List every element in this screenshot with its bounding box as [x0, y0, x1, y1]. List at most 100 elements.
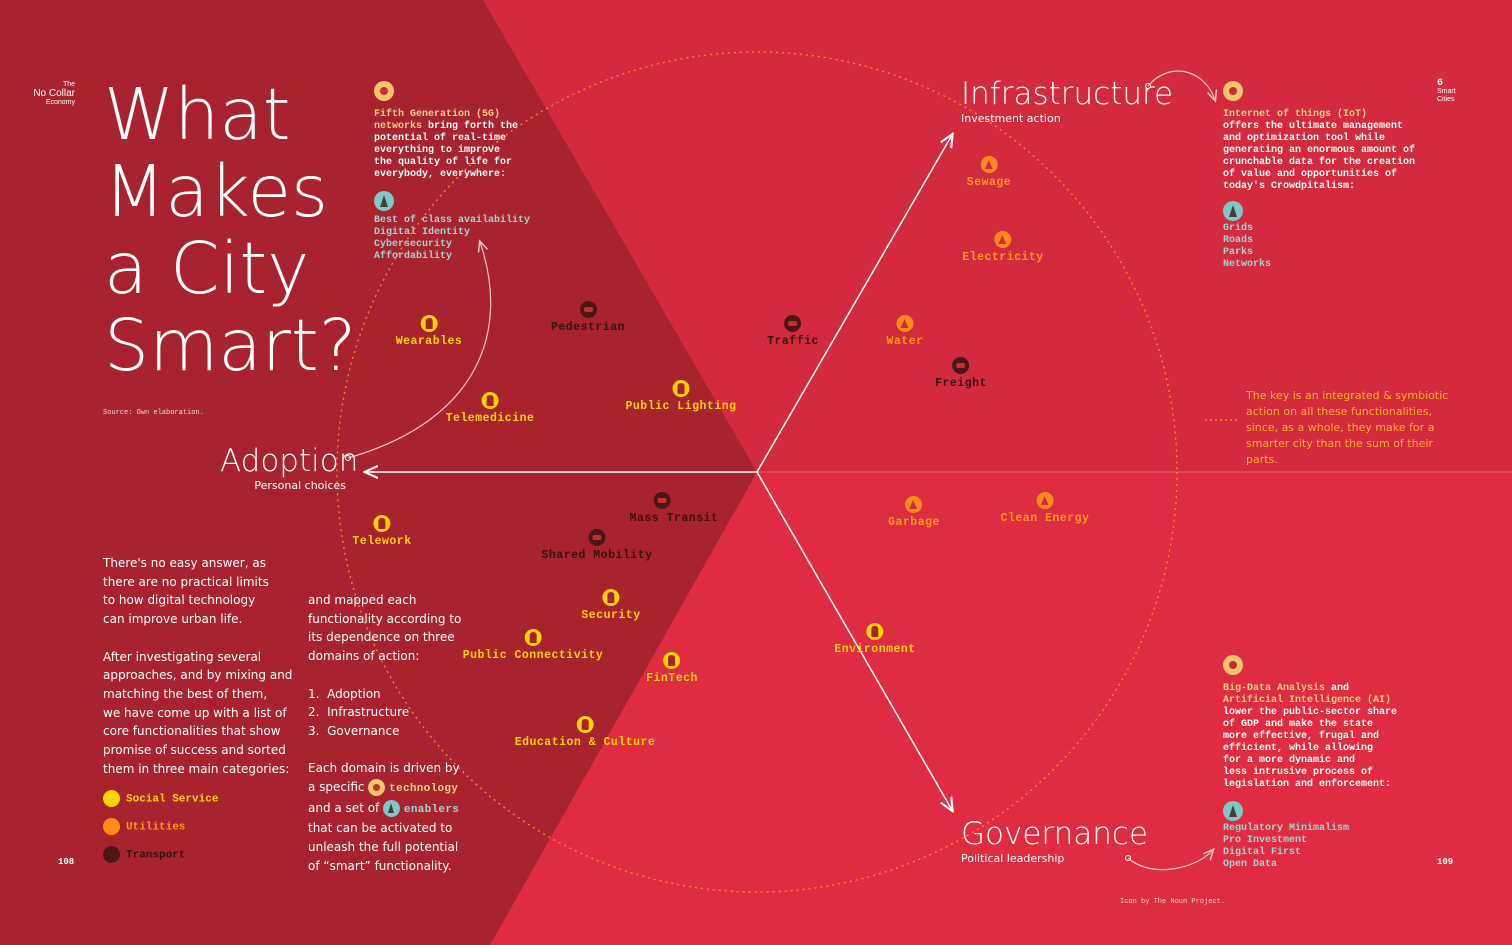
arrow-infrastructure: [756, 135, 952, 473]
panel-ai-enabler2: Digital First: [1223, 847, 1302, 858]
col2-p2-rest1: unleash the full potential: [308, 840, 459, 855]
node-environment: Environment: [834, 623, 915, 656]
person-icon: [373, 515, 391, 532]
intro-p1-2: to how digital technology: [103, 593, 256, 608]
panel-5g-enabler1: Digital Identity: [374, 227, 471, 238]
col2-p2-pre-en: and a set of: [308, 800, 384, 815]
col2-p1-1: functionality according to: [308, 611, 462, 626]
panel-5g-text0: bring forth the: [422, 121, 519, 132]
panel-5g-text1: potential of real-time: [374, 133, 507, 144]
column2-text: and mapped each functionality according …: [308, 591, 488, 876]
person-icon: [602, 589, 620, 606]
legend-social-label: Social Service: [126, 793, 219, 806]
intro-p2-2: matching the best of them,: [103, 686, 268, 701]
node-label: Freight: [935, 377, 987, 390]
panel-ai-enabler1: Pro Investment: [1223, 835, 1308, 846]
person-icon: [576, 716, 594, 733]
col2-p1-0: and mapped each: [308, 593, 417, 607]
node-label: Electricity: [962, 251, 1044, 264]
col2-list-2: 3. Governance: [308, 723, 400, 738]
col2-p2-pre-tech: a specific: [308, 780, 369, 794]
title-line3: a City: [104, 227, 310, 310]
brand-line3: Economy: [45, 99, 75, 106]
intro-p2-3: we have come up with a list of: [103, 705, 287, 720]
panel-iot-text4: of value and opportunities of: [1223, 169, 1398, 180]
node-mass-transit: Mass Transit: [630, 492, 719, 525]
node-public-connectivity: Public Connectivity: [463, 629, 604, 662]
intro-p2-1: approaches, and by mixing and: [103, 668, 293, 683]
col2-p2-line1: Each domain is driven by: [308, 761, 460, 776]
node-public-lighting: Public Lighting: [625, 380, 736, 413]
node-electricity: Electricity: [962, 231, 1043, 264]
legend-utility: Utilities: [103, 818, 185, 835]
panel-ai-enabler3: Open Data: [1223, 859, 1278, 870]
node-security: Security: [581, 589, 640, 622]
gear-icon: [374, 81, 394, 101]
chapter-number: 6: [1437, 78, 1444, 89]
tower-icon: [1223, 201, 1243, 221]
arrow-governance: [756, 471, 952, 810]
node-pedestrian: Pedestrian: [551, 301, 625, 334]
node-label: FinTech: [646, 672, 698, 685]
page-title: What Makes a City Smart?: [104, 76, 356, 384]
panel-ai-text6: legislation and enforcement:: [1223, 779, 1392, 790]
house-icon: [994, 231, 1012, 248]
node-label: Security: [581, 609, 641, 622]
panel-iot-enabler0: Grids: [1223, 223, 1254, 234]
house-icon: [896, 315, 914, 332]
panel-ai-tech2: Artificial Intelligence (AI): [1223, 695, 1392, 706]
node-label: Environment: [834, 643, 916, 656]
chapter-line2: Cities: [1437, 96, 1455, 103]
node-label: Wearables: [395, 335, 463, 348]
panel-ai-enabler0: Regulatory Minimalism: [1223, 823, 1350, 834]
col2-p1-2: its dependence on three: [308, 630, 455, 645]
intro-p1-3: can improve urban life.: [103, 612, 243, 627]
intro-p2-4: core functionalities that show: [103, 724, 281, 739]
node-label: Public Lighting: [625, 400, 737, 413]
node-wearables: Wearables: [396, 315, 463, 348]
panel-iot-text3: crunchable data for the creation: [1223, 157, 1416, 168]
page-number-right: 109: [1437, 857, 1454, 867]
brand-line2: No Collar: [33, 88, 75, 99]
panel-iot-enabler1: Roads: [1223, 235, 1254, 246]
node-label: Shared Mobility: [541, 549, 653, 562]
panel-ai-tech1: Big-Data Analysis: [1223, 683, 1326, 694]
person-icon: [672, 380, 690, 397]
intro-text: There's no easy answer, as there are no …: [103, 554, 293, 778]
panel-iot-text1: and optimization tool while: [1223, 133, 1386, 144]
domain-adoption-name: Adoption: [220, 443, 359, 479]
node-garbage: Garbage: [888, 496, 940, 529]
node-fintech: FinTech: [646, 652, 698, 685]
col2-list-0: 1. Adoption: [308, 686, 381, 701]
panel-iot-text0: offers the ultimate management: [1223, 121, 1404, 132]
panel-iot-text2: generating an enormous amount of: [1223, 145, 1416, 156]
col2-p2-rest2: of “smart” functionality.: [308, 858, 452, 873]
panel-ai-text5: less intrusive process of: [1223, 767, 1374, 778]
node-label: Traffic: [767, 335, 819, 348]
domain-governance-name: Governance: [961, 816, 1149, 852]
car-icon: [579, 301, 597, 318]
node-label: Education & Culture: [514, 736, 656, 749]
car-icon: [784, 315, 802, 332]
tower-icon: [383, 799, 401, 817]
col2-p2-tech: technology: [389, 783, 459, 795]
title-line2: Makes: [104, 150, 329, 233]
chapter-line1: Smart: [1437, 88, 1456, 95]
col2-p2-en: enablers: [403, 803, 460, 816]
node-label: Sewage: [966, 176, 1012, 189]
intro-p1-0: There's no easy answer, as: [103, 556, 266, 570]
intro-p2-6: them in three main categories:: [103, 761, 290, 776]
node-education-culture: Education & Culture: [515, 716, 656, 749]
domain-infrastructure-sub: Investment action: [961, 112, 1061, 125]
node-label: Telemedicine: [445, 412, 535, 425]
key-statement: The key is an integrated & symbiotic act…: [1246, 389, 1449, 466]
person-icon: [663, 652, 681, 669]
node-traffic: Traffic: [767, 315, 819, 348]
node-label: Garbage: [888, 516, 940, 529]
node-water: Water: [886, 315, 923, 348]
car-icon: [103, 846, 120, 863]
col2-p2-rest0: that can be activated to: [308, 821, 453, 836]
car-icon: [653, 492, 671, 509]
node-telework: Telework: [352, 515, 411, 548]
